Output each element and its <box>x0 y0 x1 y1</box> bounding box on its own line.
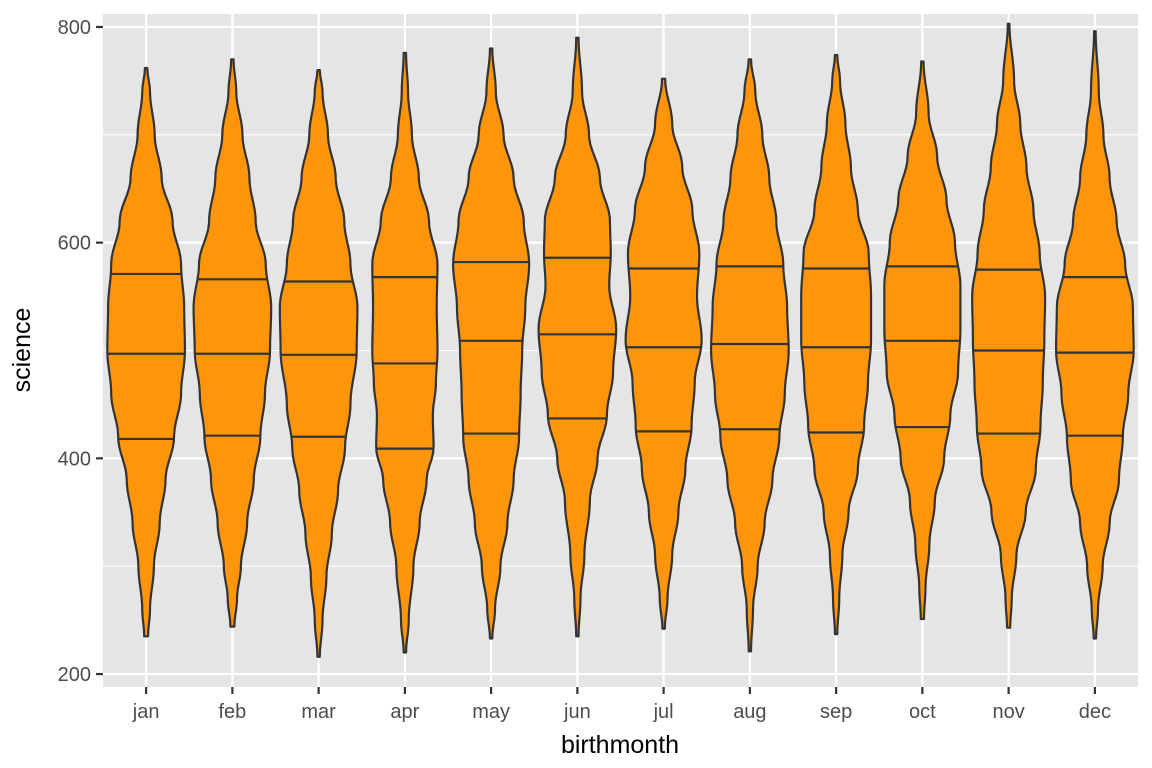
violin-jun <box>537 36 618 638</box>
violin-body <box>278 68 359 658</box>
x-tick-label-oct: oct <box>909 701 936 723</box>
x-tick-label-feb: feb <box>218 701 246 723</box>
x-tick-label-jan: jan <box>132 701 160 723</box>
y-tick-label: 800 <box>58 17 91 39</box>
violin-body <box>624 77 703 630</box>
y-tick-label: 600 <box>58 233 91 255</box>
x-tick-label-jun: jun <box>563 701 591 723</box>
violin-oct <box>883 60 962 621</box>
x-axis-title: birthmonth <box>561 731 679 759</box>
x-axis: jan feb mar apr may jun jul aug sep oct nov dec <box>132 687 1111 723</box>
violin-nov <box>971 22 1047 629</box>
x-tick-label-dec: dec <box>1079 701 1111 723</box>
violin-body <box>800 53 873 636</box>
violin-apr <box>371 51 439 654</box>
violins-group <box>106 22 1135 658</box>
violin-body <box>371 51 439 654</box>
violin-jul <box>624 77 703 630</box>
violin-feb <box>192 58 273 628</box>
violin-mar <box>278 68 359 658</box>
violin-aug <box>709 58 790 653</box>
violin-body <box>192 58 273 628</box>
violin-body <box>537 36 618 638</box>
violin-jan <box>106 66 187 638</box>
minor-gridlines <box>103 134 1138 567</box>
violin-body <box>971 22 1047 629</box>
x-tick-label-nov: nov <box>993 701 1025 723</box>
y-tick-label: 400 <box>58 448 91 470</box>
violin-body <box>106 66 187 638</box>
violin-body <box>451 47 531 640</box>
y-axis: 200 400 600 800 <box>58 17 103 686</box>
x-tick-label-apr: apr <box>390 701 419 723</box>
violin-sep <box>800 53 873 636</box>
x-tick-label-sep: sep <box>820 701 852 723</box>
violin-body <box>1054 30 1135 640</box>
violin-dec <box>1054 30 1135 640</box>
x-tick-label-may: may <box>472 701 510 723</box>
x-tick-label-mar: mar <box>301 701 336 723</box>
y-tick-label: 200 <box>58 664 91 686</box>
y-axis-title: science <box>8 308 36 393</box>
x-tick-label-aug: aug <box>733 701 766 723</box>
x-tick-label-jul: jul <box>653 701 674 723</box>
violin-body <box>709 58 790 653</box>
violin-may <box>451 47 531 640</box>
